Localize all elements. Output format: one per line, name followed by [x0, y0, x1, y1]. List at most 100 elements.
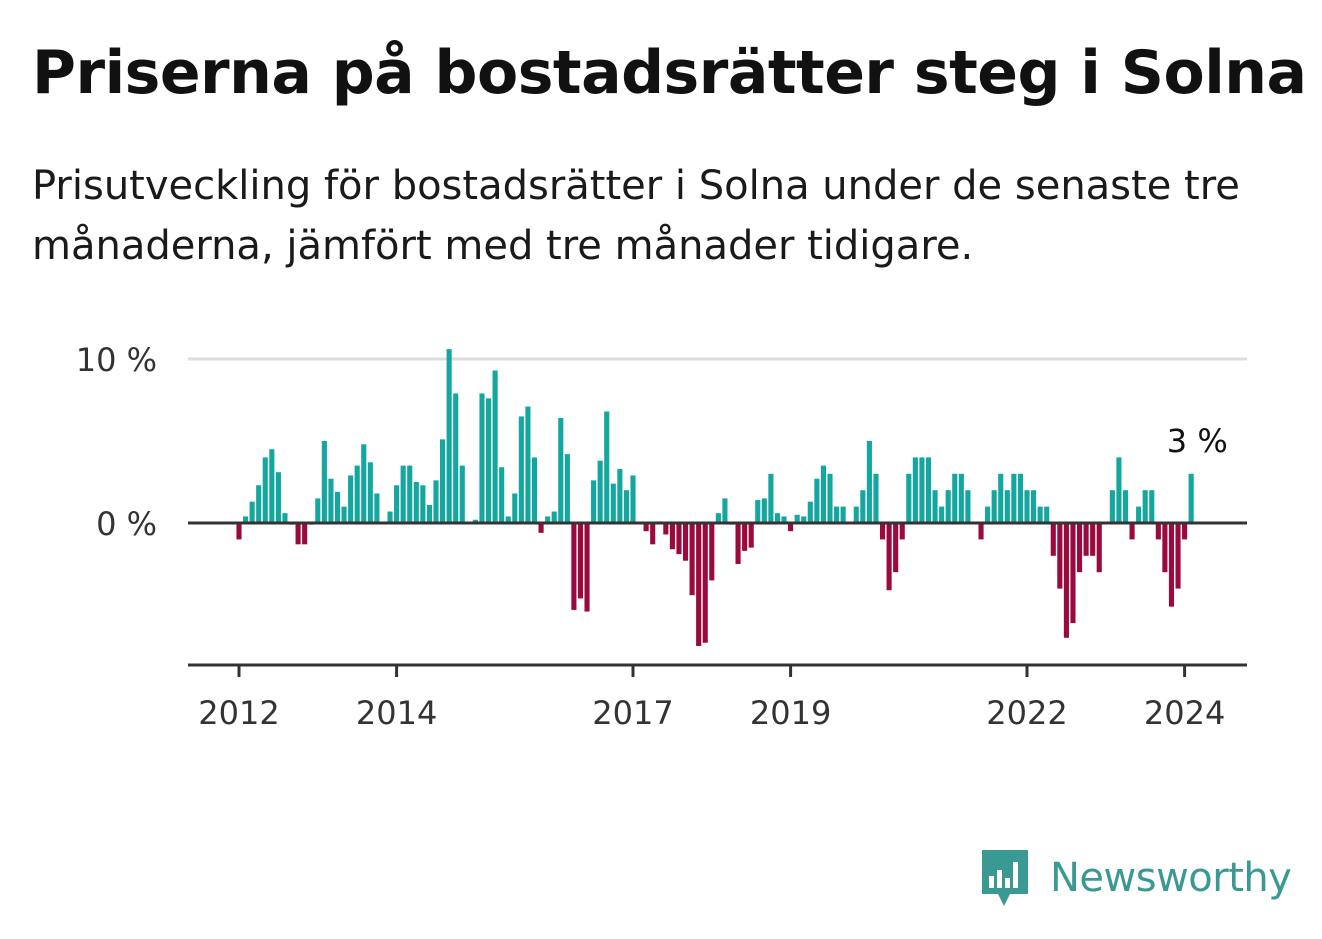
chart-title: Priserna på bostadsrätter steg i Solna	[32, 38, 1307, 108]
bar	[400, 465, 406, 523]
bar	[919, 457, 925, 523]
bar	[965, 490, 971, 523]
bar	[669, 523, 675, 550]
y-tick-label: 0 %	[96, 505, 157, 543]
bar	[689, 523, 695, 596]
bar	[952, 473, 958, 523]
bar	[505, 516, 511, 523]
bars	[236, 349, 1194, 646]
bar	[348, 475, 354, 523]
bar	[459, 465, 465, 523]
bar	[367, 462, 373, 523]
bar	[387, 511, 393, 523]
bar	[1096, 523, 1102, 573]
bar	[1076, 523, 1083, 573]
bar	[394, 485, 400, 523]
bar	[1050, 523, 1056, 556]
bar	[361, 444, 367, 523]
bar	[722, 498, 728, 523]
bar	[1011, 473, 1017, 523]
value-annotation: 3 %	[1167, 422, 1228, 460]
bar	[617, 468, 623, 523]
bar	[433, 480, 439, 523]
bar	[1004, 490, 1010, 523]
bar	[328, 478, 334, 523]
bar	[820, 465, 826, 523]
bar	[801, 516, 807, 523]
bar	[236, 523, 242, 540]
bar	[577, 523, 584, 599]
bar	[1136, 506, 1142, 523]
bar	[663, 523, 669, 535]
bar	[978, 523, 984, 540]
bar	[715, 513, 721, 523]
labels: 0 % 10 % 2012 2014 2017 2019 2022 2024 3 %	[76, 341, 1228, 732]
bar	[499, 467, 505, 523]
newsworthy-logo: Newsworthy	[980, 848, 1292, 908]
bar	[584, 523, 590, 612]
bar	[991, 490, 997, 523]
bar	[860, 490, 866, 523]
bar	[564, 454, 570, 523]
bar	[781, 516, 787, 523]
bar	[321, 441, 327, 523]
bar	[794, 514, 800, 523]
bar	[709, 523, 715, 581]
bar	[735, 523, 741, 564]
bar	[682, 523, 689, 561]
bar	[446, 349, 452, 523]
bar	[788, 523, 794, 532]
bar	[840, 506, 846, 523]
chart-subtitle: Prisutveckling för bostadsrätter i Solna…	[32, 163, 1240, 269]
bar	[1122, 490, 1129, 523]
bar	[623, 490, 629, 523]
bar	[453, 393, 459, 523]
bar	[696, 523, 702, 646]
bar	[1090, 523, 1096, 556]
bar	[243, 516, 249, 523]
bar	[1168, 523, 1175, 607]
bar	[1083, 523, 1089, 556]
bar	[985, 506, 991, 523]
bar	[1188, 473, 1194, 523]
bar	[945, 490, 951, 523]
bar	[866, 441, 872, 523]
bar	[827, 473, 833, 523]
bar	[1162, 523, 1168, 573]
bar	[998, 473, 1004, 523]
bar	[1044, 506, 1050, 523]
bar	[249, 501, 255, 523]
bar	[1017, 473, 1023, 523]
bar	[1057, 523, 1063, 589]
x-tick-label: 2012	[198, 694, 279, 732]
bar	[873, 473, 879, 523]
bar	[591, 480, 597, 523]
bar	[899, 523, 905, 540]
bar	[256, 485, 262, 523]
bar	[354, 465, 360, 523]
bar	[1031, 490, 1037, 523]
bar	[334, 491, 341, 523]
bar	[1024, 490, 1030, 523]
bar	[853, 506, 859, 523]
bar	[1175, 523, 1181, 589]
x-tick-label: 2022	[986, 694, 1067, 732]
bar	[630, 475, 636, 523]
bar	[1116, 457, 1122, 523]
bar	[269, 449, 275, 523]
bar	[702, 523, 708, 643]
bar	[939, 506, 945, 523]
bar	[1063, 523, 1069, 638]
bar	[676, 523, 682, 555]
bar	[761, 498, 767, 523]
bar	[650, 523, 656, 545]
bar	[472, 519, 478, 523]
bar	[440, 439, 446, 523]
bar	[518, 416, 524, 523]
bar	[755, 500, 761, 523]
x-tick-label: 2014	[356, 694, 437, 732]
bar	[341, 506, 347, 523]
bar	[610, 483, 616, 523]
bar	[485, 398, 492, 523]
